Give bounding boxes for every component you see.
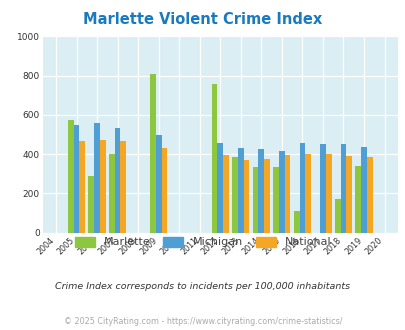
Bar <box>73 125 79 233</box>
Bar <box>94 123 100 233</box>
Bar <box>156 135 161 233</box>
Text: Marlette Violent Crime Index: Marlette Violent Crime Index <box>83 12 322 26</box>
Bar <box>237 148 243 233</box>
Text: Crime Index corresponds to incidents per 100,000 inhabitants: Crime Index corresponds to incidents per… <box>55 282 350 291</box>
Bar <box>100 140 105 233</box>
Bar <box>354 166 360 233</box>
Bar <box>150 74 156 233</box>
Bar <box>217 143 223 233</box>
Bar <box>264 159 269 233</box>
Bar <box>232 157 237 233</box>
Bar <box>252 167 258 233</box>
Text: © 2025 CityRating.com - https://www.cityrating.com/crime-statistics/: © 2025 CityRating.com - https://www.city… <box>64 317 341 326</box>
Bar <box>258 149 264 233</box>
Bar <box>340 144 345 233</box>
Bar <box>120 141 126 233</box>
Legend: Marlette, Michigan, National: Marlette, Michigan, National <box>70 232 335 252</box>
Bar <box>293 211 299 233</box>
Bar <box>325 154 331 233</box>
Bar <box>79 141 85 233</box>
Bar <box>88 176 94 233</box>
Bar <box>319 144 325 233</box>
Bar <box>299 143 305 233</box>
Bar <box>334 199 340 233</box>
Bar <box>345 156 351 233</box>
Bar <box>223 155 228 233</box>
Bar <box>161 148 167 233</box>
Bar <box>243 160 249 233</box>
Bar <box>211 84 217 233</box>
Bar <box>278 151 284 233</box>
Bar <box>273 167 278 233</box>
Bar <box>360 147 366 233</box>
Bar <box>115 128 120 233</box>
Bar <box>109 154 115 233</box>
Bar <box>305 154 310 233</box>
Bar <box>284 155 290 233</box>
Bar <box>366 157 372 233</box>
Bar <box>68 120 73 233</box>
